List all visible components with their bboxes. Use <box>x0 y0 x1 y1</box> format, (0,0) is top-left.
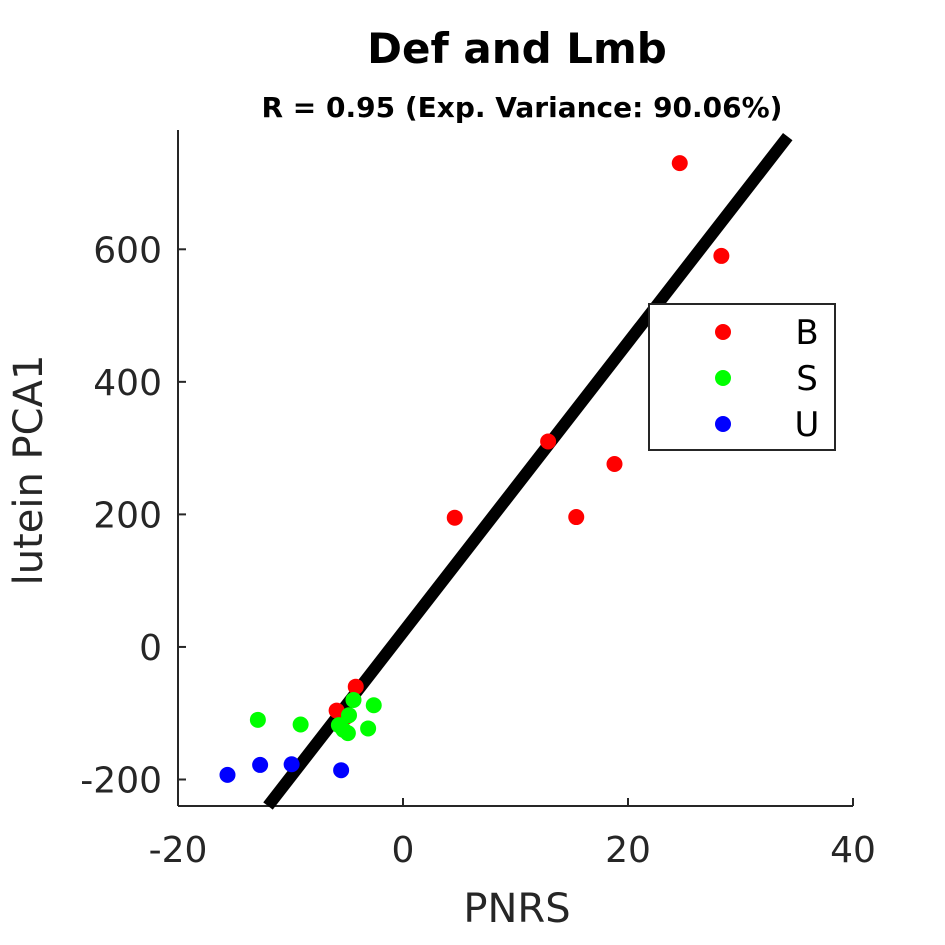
legend: BSU <box>648 303 836 451</box>
data-point-s <box>292 716 309 733</box>
x-tick-label: 40 <box>830 830 876 871</box>
data-point-u <box>333 762 350 779</box>
x-tick-label: 20 <box>605 830 651 871</box>
data-points <box>219 155 730 783</box>
data-point-b <box>446 509 463 526</box>
data-point-u <box>283 756 300 773</box>
x-tick-label: 0 <box>392 830 415 871</box>
chart-subtitle: R = 0.95 (Exp. Variance: 90.06%) <box>262 91 783 124</box>
fit-line <box>263 132 793 810</box>
data-point-s <box>365 697 382 714</box>
legend-marker-b <box>715 324 731 340</box>
legend-box <box>648 303 836 451</box>
legend-marker-s <box>715 370 731 386</box>
chart-title: Def and Lmb <box>367 24 667 73</box>
data-point-b <box>568 509 585 526</box>
legend-marker-u <box>715 416 731 432</box>
x-axis-label: PNRS <box>463 886 570 932</box>
fit-line-group <box>263 132 793 810</box>
data-point-s <box>341 707 357 724</box>
data-point-b <box>347 678 364 695</box>
data-point-s <box>330 717 347 734</box>
y-tick-label: 400 <box>93 363 162 404</box>
data-point-b <box>606 456 623 473</box>
data-point-b <box>671 155 688 172</box>
data-point-u <box>252 756 269 773</box>
data-point-s <box>345 691 362 708</box>
y-tick-label: -200 <box>80 760 162 801</box>
y-tick-label: 600 <box>93 230 162 271</box>
data-point-s <box>249 711 266 728</box>
data-point-u <box>219 766 236 783</box>
y-axis-label: lutein PCA1 <box>6 355 52 586</box>
y-tick-label: 200 <box>93 495 162 536</box>
data-point-b <box>540 433 557 450</box>
y-tick-label: 0 <box>139 628 162 669</box>
legend-label-u: U <box>795 405 820 445</box>
data-point-s <box>360 720 377 737</box>
data-point-b <box>713 247 730 264</box>
legend-label-s: S <box>796 359 818 399</box>
legend-label-b: B <box>795 313 818 353</box>
x-tick-label: -20 <box>149 830 208 871</box>
